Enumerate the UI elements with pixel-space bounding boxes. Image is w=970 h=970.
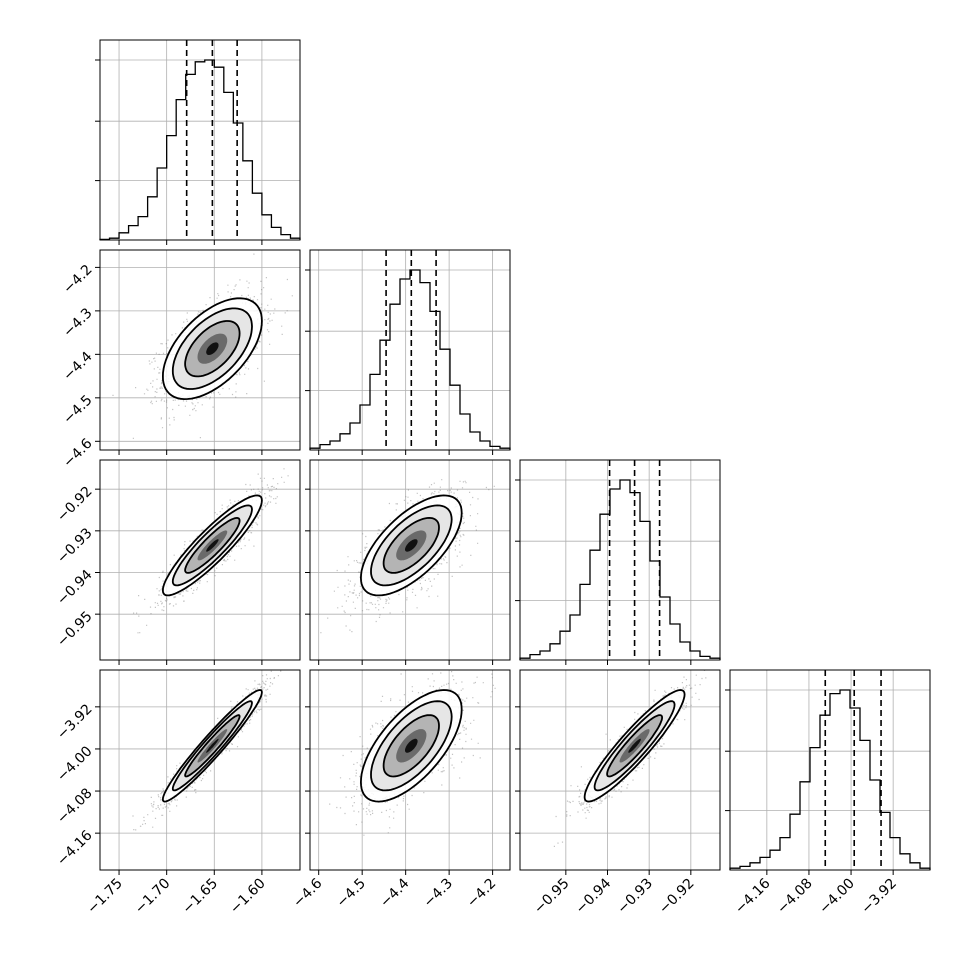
y-tick-label: −0.94 bbox=[54, 567, 96, 609]
panel-content bbox=[100, 250, 300, 450]
scatter-panel-1-3 bbox=[305, 669, 511, 875]
x-tick-label: −3.92 bbox=[858, 876, 900, 918]
panel-frame bbox=[519, 669, 721, 871]
x-tick-label: −0.92 bbox=[656, 876, 698, 918]
scatter-panel-0-1 bbox=[95, 249, 301, 455]
scatter-points bbox=[553, 670, 707, 847]
scatter-panel-0-2 bbox=[95, 459, 301, 665]
density-contour bbox=[405, 539, 418, 552]
histogram-panel-2 bbox=[515, 459, 721, 665]
scatter-panel-2-3 bbox=[515, 669, 721, 875]
y-tick-label: −4.3 bbox=[60, 305, 95, 340]
y-tick-label: −4.00 bbox=[54, 743, 96, 785]
panel-frame bbox=[729, 669, 931, 871]
density-contour bbox=[206, 342, 219, 355]
x-tick-label: −4.16 bbox=[732, 875, 774, 917]
histogram-step bbox=[519, 479, 721, 660]
histogram-step bbox=[99, 59, 301, 241]
x-tick-label: −4.00 bbox=[816, 876, 858, 918]
x-tick-label: −1.75 bbox=[84, 876, 126, 918]
y-tick-label: −0.95 bbox=[54, 609, 96, 651]
panel-frame bbox=[99, 459, 301, 661]
panel-frame bbox=[309, 459, 511, 661]
x-tick-label: −4.2 bbox=[464, 876, 499, 911]
y-tick-label: −4.5 bbox=[60, 392, 95, 427]
y-tick-label: −4.16 bbox=[54, 827, 96, 869]
x-tick-label: −0.95 bbox=[531, 876, 573, 918]
panel-frame bbox=[519, 459, 721, 661]
panel-frame bbox=[309, 669, 511, 871]
panel-content bbox=[100, 460, 300, 660]
scatter-panel-1-2 bbox=[305, 459, 511, 665]
panel-frame bbox=[99, 669, 301, 871]
x-tick-label: −1.60 bbox=[227, 876, 269, 918]
histogram-step bbox=[729, 689, 931, 870]
y-tick-label: −3.92 bbox=[54, 701, 96, 743]
histogram-panel-0 bbox=[95, 39, 301, 245]
y-tick-label: −4.4 bbox=[60, 349, 95, 384]
panel-content bbox=[100, 670, 300, 870]
density-contour bbox=[405, 738, 418, 753]
panel-frame bbox=[309, 249, 511, 451]
x-tick-label: −1.65 bbox=[179, 876, 221, 918]
density-contour bbox=[628, 738, 641, 753]
y-tick-label: −0.92 bbox=[54, 484, 96, 526]
x-tick-label: −4.6 bbox=[290, 875, 325, 910]
x-tick-label: −4.3 bbox=[421, 876, 456, 911]
histogram-step bbox=[309, 269, 511, 450]
panel-frame bbox=[99, 249, 301, 451]
y-tick-label: −4.08 bbox=[54, 785, 96, 827]
density-contour bbox=[206, 539, 219, 552]
y-tick-label: −4.6 bbox=[60, 436, 95, 471]
panel-frame bbox=[99, 39, 301, 241]
scatter-panel-0-3 bbox=[95, 669, 301, 875]
histogram-panel-3 bbox=[725, 669, 931, 875]
x-tick-label: −0.93 bbox=[614, 876, 656, 918]
scatter-points bbox=[132, 670, 282, 831]
x-tick-label: −4.5 bbox=[334, 876, 369, 911]
x-tick-label: −4.4 bbox=[377, 875, 412, 910]
x-tick-label: −4.08 bbox=[774, 876, 816, 918]
histogram-panel-1 bbox=[305, 249, 511, 455]
y-tick-label: −0.93 bbox=[54, 525, 96, 567]
y-tick-label: −4.2 bbox=[60, 262, 95, 297]
panel-content bbox=[310, 670, 510, 870]
panel-content bbox=[310, 460, 510, 660]
panel-content bbox=[520, 670, 720, 870]
density-contour bbox=[206, 738, 219, 753]
x-tick-label: −1.70 bbox=[132, 876, 174, 918]
x-tick-label: −0.94 bbox=[573, 875, 615, 917]
